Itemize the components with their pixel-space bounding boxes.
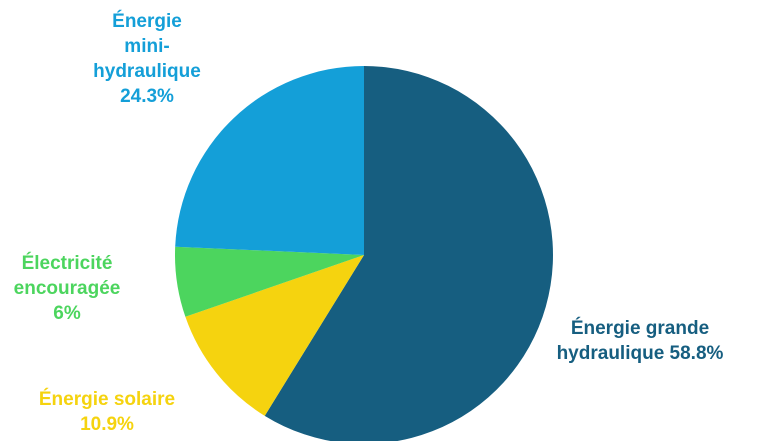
- pie-slice-1: [264, 66, 553, 441]
- slice-label-line: Électricité: [22, 252, 113, 274]
- slice-label-2: Énergie solaire 10.9%: [39, 388, 175, 435]
- pie-labels: Énergie grande hydraulique 58.8% Énergie s…: [14, 10, 724, 435]
- slice-label-line: 10.9%: [80, 414, 134, 435]
- slice-label-line: hydraulique: [93, 61, 201, 82]
- slice-label-line: encouragée: [14, 278, 121, 299]
- pie-slice-4: [175, 66, 364, 255]
- slice-label-line: 6%: [53, 303, 81, 324]
- slice-label-line: 24.3%: [120, 86, 174, 107]
- slice-label-line: Énergie: [112, 10, 182, 32]
- slice-label-1: Énergie grande hydraulique 58.8%: [557, 317, 724, 364]
- slice-label-line: mini-: [124, 36, 169, 57]
- pie-slice-3: [174, 246, 364, 317]
- slice-label-line: Énergie grande: [571, 317, 709, 339]
- slice-label-line: Énergie solaire: [39, 388, 175, 410]
- pie-slice-2: [185, 255, 364, 416]
- slice-label-3: Électricité encouragée 6%: [14, 252, 121, 324]
- slice-label-line: hydraulique 58.8%: [557, 343, 724, 364]
- pie-slices: [174, 66, 553, 441]
- slice-label-4: Énergie mini-hydraulique 24.3%: [93, 10, 201, 107]
